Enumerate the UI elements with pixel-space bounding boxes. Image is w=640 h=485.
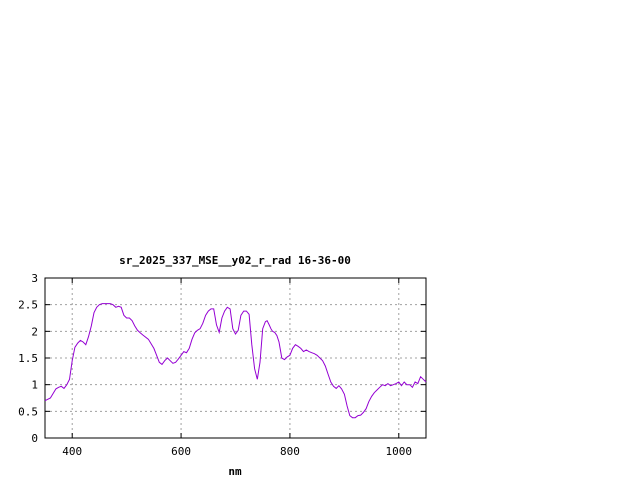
y-axis-ticks: 0 0.5 1 1.5 2 2.5 3 (18, 272, 426, 445)
y-tick-label: 2.5 (18, 299, 38, 312)
x-axis-ticks: 400 600 800 1000 (62, 278, 412, 458)
y-tick-label: 1.5 (18, 352, 38, 365)
y-tick-label: 0.5 (18, 405, 38, 418)
y-tick-label: 3 (31, 272, 38, 285)
chart-title: sr_2025_337_MSE__y02_r_rad 16-36-00 (119, 254, 351, 267)
y-tick-label: 2 (31, 325, 38, 338)
y-tick-label: 0 (31, 432, 38, 445)
x-tick-label: 1000 (386, 445, 413, 458)
series-layer (44, 303, 427, 419)
series-line (44, 303, 427, 419)
y-tick-label: 1 (31, 379, 38, 392)
x-tick-label: 800 (280, 445, 300, 458)
x-tick-label: 600 (171, 445, 191, 458)
grid-lines (45, 278, 426, 438)
plot-frame (44, 277, 427, 439)
x-axis-label: nm (228, 465, 242, 478)
x-tick-label: 400 (62, 445, 82, 458)
